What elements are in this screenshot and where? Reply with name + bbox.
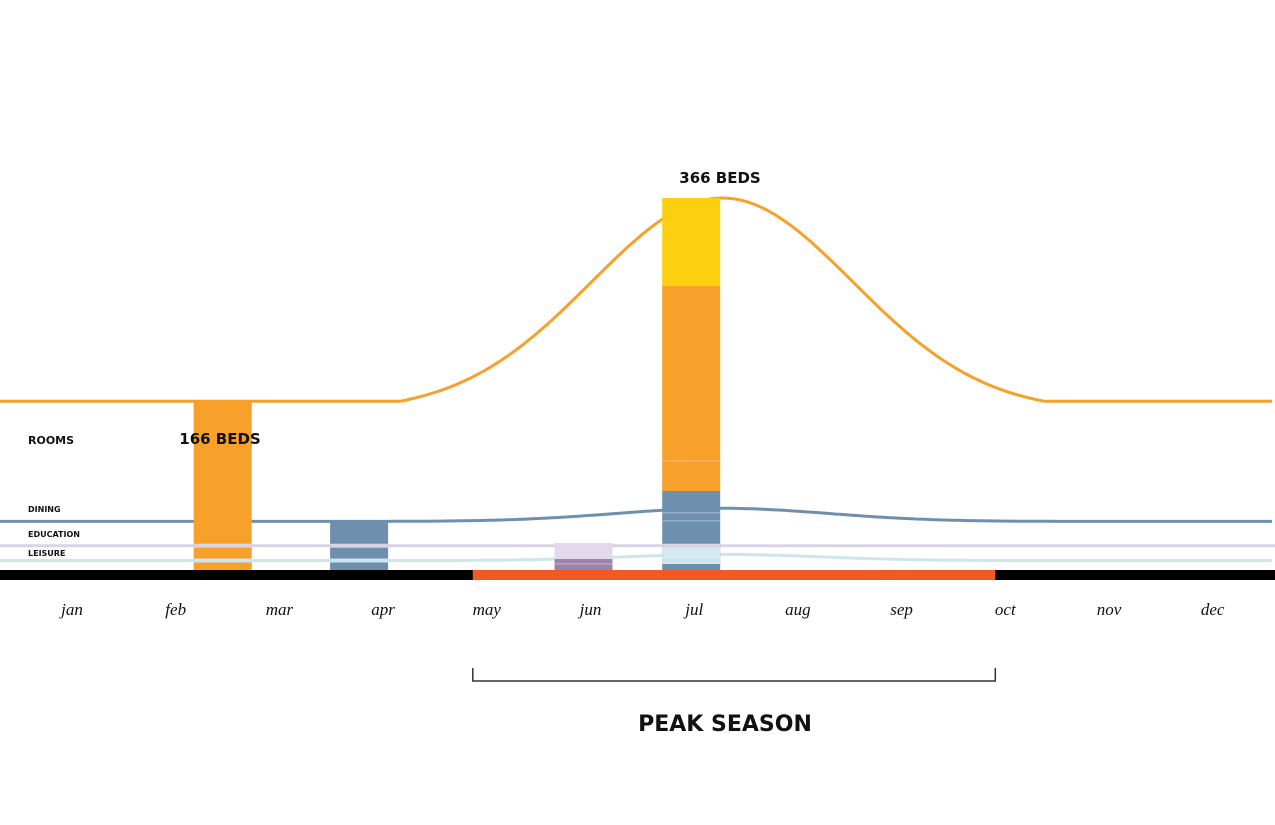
peak-season-label: PEAK SEASON bbox=[638, 712, 812, 737]
month-label-jan: jan bbox=[59, 600, 83, 619]
month-label-sep: sep bbox=[890, 600, 913, 619]
month-label-may: may bbox=[473, 600, 502, 619]
education-label: EDUCATION bbox=[28, 530, 80, 539]
month-label-feb: feb bbox=[165, 600, 186, 619]
month-label-aug: aug bbox=[785, 600, 811, 619]
peak-season-bracket bbox=[472, 668, 997, 682]
bar-crossing-line bbox=[662, 543, 721, 548]
dining-label: DINING bbox=[28, 505, 61, 514]
bar-jul-rooms-peak bbox=[662, 198, 721, 286]
month-label-dec: dec bbox=[1201, 600, 1225, 619]
bar-separator bbox=[662, 460, 721, 462]
bar-jul-rooms bbox=[662, 286, 721, 491]
peak-season-bar bbox=[472, 570, 996, 580]
bar-separator bbox=[662, 512, 721, 514]
dining-curve bbox=[0, 506, 1272, 523]
bar-crossing-line bbox=[330, 558, 389, 563]
bar-crossing-line bbox=[193, 558, 252, 563]
rooms-label: ROOMS bbox=[28, 434, 74, 447]
leisure-curve bbox=[0, 552, 1272, 562]
bar-crossing-line bbox=[330, 543, 389, 548]
month-label-nov: nov bbox=[1097, 600, 1122, 619]
bar-feb-rooms bbox=[193, 401, 252, 570]
month-label-mar: mar bbox=[266, 600, 294, 619]
bar-separator bbox=[554, 563, 613, 565]
month-label-apr: apr bbox=[371, 600, 395, 619]
leisure-label: LEISURE bbox=[28, 549, 65, 558]
bar-separator bbox=[662, 520, 721, 522]
bar-crossing-line bbox=[193, 543, 252, 548]
feb-beds-annotation: 166 BEDS bbox=[179, 430, 260, 448]
month-label-oct: oct bbox=[995, 600, 1017, 619]
month-label-jun: jun bbox=[578, 600, 602, 619]
jul-beds-annotation: 366 BEDS bbox=[679, 169, 760, 187]
rooms-curve bbox=[0, 196, 1272, 403]
month-label-jul: jul bbox=[683, 600, 703, 619]
bar-crossing-line bbox=[662, 558, 721, 563]
bar-jun-leisure bbox=[554, 543, 613, 559]
